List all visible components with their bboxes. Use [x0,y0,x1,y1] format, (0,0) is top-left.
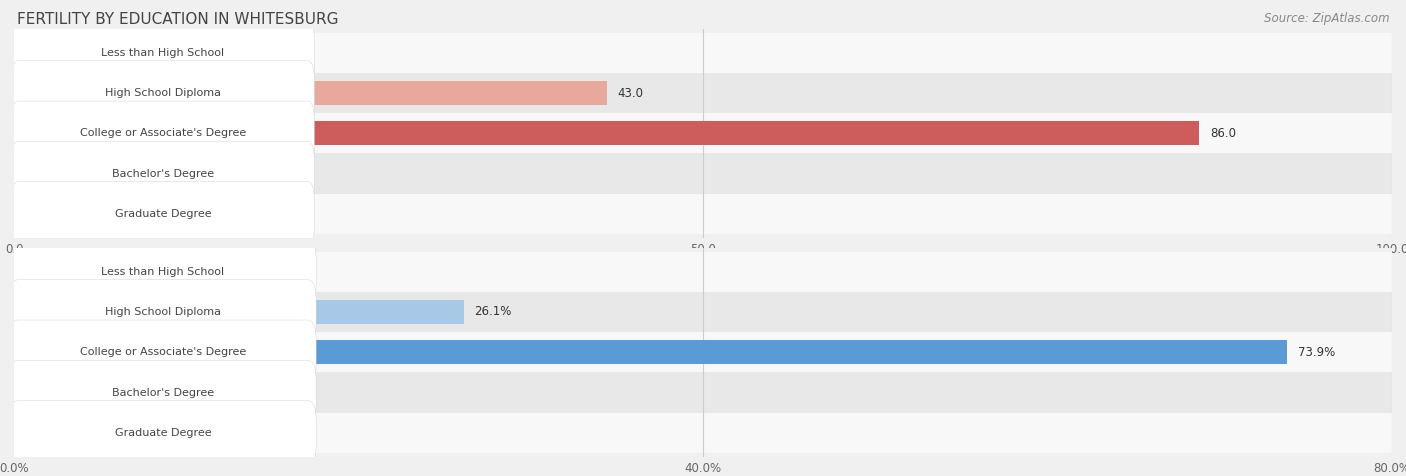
FancyBboxPatch shape [11,101,315,166]
FancyBboxPatch shape [10,360,316,425]
Text: Graduate Degree: Graduate Degree [114,428,211,438]
Bar [14,121,1199,145]
Text: 0.0%: 0.0% [25,426,55,439]
FancyBboxPatch shape [11,141,315,206]
Text: 0.0: 0.0 [25,46,44,59]
Bar [14,32,1392,73]
Bar [14,332,1392,372]
Bar [14,300,464,324]
Bar [14,340,1286,364]
FancyBboxPatch shape [10,320,316,385]
Bar [14,81,606,105]
Bar [14,194,1392,234]
Text: 26.1%: 26.1% [475,306,512,318]
Text: 86.0: 86.0 [1211,127,1236,140]
Text: Graduate Degree: Graduate Degree [114,209,211,219]
Text: High School Diploma: High School Diploma [105,88,221,98]
Text: College or Associate's Degree: College or Associate's Degree [80,128,246,139]
FancyBboxPatch shape [10,280,316,344]
Text: Less than High School: Less than High School [101,48,225,58]
FancyBboxPatch shape [10,239,316,304]
Text: 43.0: 43.0 [617,87,644,99]
Bar [14,372,1392,413]
Bar [14,153,1392,194]
Text: 0.0: 0.0 [25,167,44,180]
Text: College or Associate's Degree: College or Associate's Degree [80,347,246,357]
Bar [14,413,1392,453]
Text: High School Diploma: High School Diploma [105,307,221,317]
FancyBboxPatch shape [11,182,315,246]
Bar [14,251,1392,292]
FancyBboxPatch shape [11,20,315,85]
FancyBboxPatch shape [11,61,315,125]
Text: 0.0: 0.0 [25,208,44,220]
Bar [14,113,1392,153]
Text: Bachelor's Degree: Bachelor's Degree [112,169,214,178]
Text: FERTILITY BY EDUCATION IN WHITESBURG: FERTILITY BY EDUCATION IN WHITESBURG [17,12,339,27]
Text: Less than High School: Less than High School [101,267,225,277]
Bar [14,73,1392,113]
Text: Bachelor's Degree: Bachelor's Degree [112,387,214,397]
Bar [14,292,1392,332]
Text: 73.9%: 73.9% [1298,346,1336,359]
Text: Source: ZipAtlas.com: Source: ZipAtlas.com [1264,12,1389,25]
Text: 0.0%: 0.0% [25,386,55,399]
Text: 0.0%: 0.0% [25,265,55,278]
FancyBboxPatch shape [10,401,316,465]
